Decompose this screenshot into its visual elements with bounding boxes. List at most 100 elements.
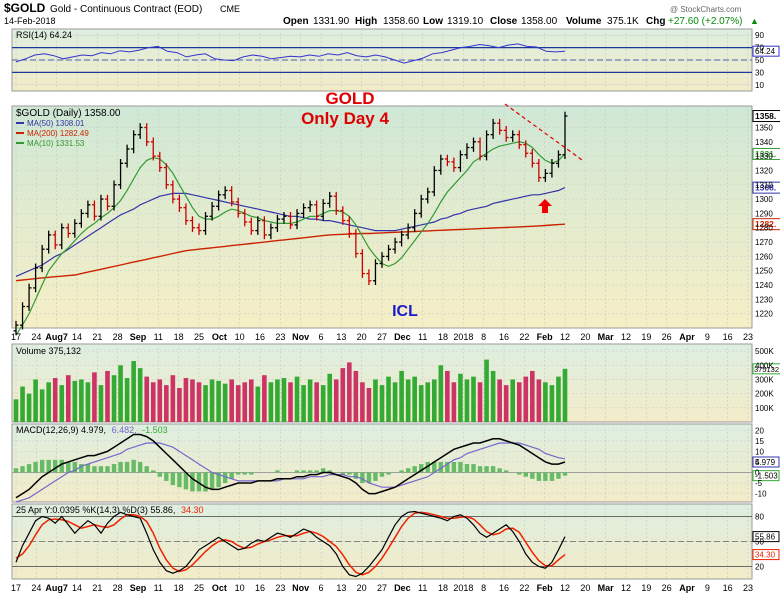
x-tick-label-bottom: Nov: [292, 583, 309, 593]
volume-bar: [242, 382, 248, 422]
x-tick-label-top: Nov: [292, 332, 309, 342]
rsi-tick-label: 50: [755, 56, 764, 65]
macd-panel: [11, 423, 753, 503]
x-tick-label-bottom: 10: [235, 583, 245, 593]
x-tick-label-bottom: 25: [194, 583, 204, 593]
macd-histogram-bar: [111, 464, 117, 473]
price-tick-label: 1270: [755, 238, 773, 247]
x-tick-label-bottom: Mar: [598, 583, 615, 593]
macd-histogram-bar: [33, 461, 38, 473]
x-tick-label-top: Oct: [212, 332, 227, 342]
macd-histogram-bar: [471, 464, 476, 473]
volume-bar: [484, 359, 489, 422]
x-tick-label-bottom: 12: [560, 583, 570, 593]
price-tick-label: 1300: [755, 195, 773, 204]
macd-histogram-bar: [79, 464, 84, 473]
volume-bar: [157, 379, 163, 422]
x-tick-label-bottom: 21: [92, 583, 102, 593]
macd-histogram-bar: [307, 470, 313, 473]
x-tick-label-bottom: 13: [336, 583, 346, 593]
x-tick-label-top: 6: [318, 332, 323, 342]
price-tick-label: 1280: [755, 224, 773, 233]
rsi-tick-label: 30: [755, 68, 764, 77]
price-tick-label: 1250: [755, 267, 773, 276]
macd-histogram-bar: [562, 472, 568, 476]
volume-layer: 375132: [13, 359, 780, 422]
volume-bar: [516, 382, 522, 422]
macd-histogram-bar: [164, 472, 169, 481]
x-tick-label-top: 23: [743, 332, 753, 342]
x-tick-label-bottom: 23: [743, 583, 753, 593]
volume-bar: [209, 379, 215, 422]
macd-histogram-bar: [360, 472, 365, 484]
volume-bar: [451, 382, 457, 422]
volume-bar: [144, 376, 150, 422]
close-label: Close: [490, 16, 518, 27]
x-tick-label-top: 24: [31, 332, 41, 342]
volume-bar: [333, 379, 339, 422]
macd-histogram-bar: [497, 468, 502, 473]
macd-histogram-bar: [177, 472, 182, 488]
macd-histogram-bar: [26, 464, 32, 473]
macd-histogram-bar: [445, 461, 450, 473]
volume-bar: [150, 382, 156, 422]
macd-histogram-bar: [490, 466, 496, 473]
macd-histogram-bar: [98, 466, 104, 473]
x-tick-label-bottom: 17: [11, 583, 21, 593]
macd-tick-label: 0: [755, 468, 760, 477]
volume-bar: [196, 382, 202, 422]
stochastic-k-last-box: [752, 531, 780, 543]
rsi-last-box: [752, 45, 780, 57]
x-tick-label-top: 18: [174, 332, 184, 342]
price-right-label: 1308.: [755, 183, 776, 193]
volume-bar: [340, 368, 346, 422]
macd-histogram-bar: [373, 472, 378, 481]
volume-label: Volume: [566, 16, 602, 27]
volume-bar: [464, 379, 470, 422]
rsi-last-label: 64.24: [755, 47, 776, 56]
macd-last-label: 4.979: [755, 458, 776, 467]
price-tick-label: 1350: [755, 123, 773, 132]
macd-histogram-bar: [536, 472, 542, 481]
volume-bar: [137, 368, 143, 422]
volume-tick-label: 100K: [755, 404, 774, 413]
macd-histogram-bar: [144, 466, 149, 473]
stochastic-layer: 55.86 34.30: [12, 510, 780, 578]
x-tick-label-top: 21: [92, 332, 102, 342]
x-tick-label-bottom: Oct: [212, 583, 227, 593]
macd-histogram-bar: [386, 472, 391, 475]
x-tick-label-top: 14: [72, 332, 82, 342]
x-tick-label-bottom: 18: [438, 583, 448, 593]
macd-histogram-bar: [503, 470, 509, 473]
volume-bar: [314, 382, 319, 422]
volume-bar: [458, 373, 463, 422]
axis-layer: 17 17 24 24 Aug7 Aug7 14 14 21 21 28 28 Sep Sep 11 11 18…: [11, 31, 774, 593]
macd-histogram-bar: [157, 472, 162, 477]
volume-bar: [530, 370, 535, 422]
x-tick-label-top: Feb: [537, 332, 554, 342]
chg-up-arrow-icon: ▲: [750, 16, 759, 26]
x-tick-label-top: 11: [418, 332, 427, 342]
volume-tick-label: 200K: [755, 390, 774, 399]
volume-bar: [85, 382, 91, 422]
x-tick-label-top: 19: [641, 332, 651, 342]
volume-bar: [497, 379, 502, 422]
x-tick-label-bottom: 16: [255, 583, 265, 593]
volume-bar: [556, 376, 561, 422]
stochastic-tick-label: 20: [755, 563, 764, 572]
stochastic-legend: 25 Apr Y:0.0395 %K(14,3) %D(3) 55.86, 34…: [16, 505, 203, 515]
macd-histogram-bar: [151, 470, 156, 473]
rsi-tick-label: 90: [755, 31, 764, 40]
description: Gold - Continuous Contract (EOD): [50, 4, 202, 15]
macd-legend-signal: 6.482,: [112, 425, 137, 435]
volume-bar: [170, 375, 176, 422]
x-tick-label-bottom: 27: [377, 583, 387, 593]
x-tick-label-bottom: 16: [723, 583, 733, 593]
volume-bar: [490, 370, 496, 422]
volume-bar: [105, 370, 110, 422]
x-tick-label-top: 10: [235, 332, 245, 342]
macd-histogram-bar: [242, 472, 247, 475]
symbol: $GOLD: [4, 1, 46, 15]
x-tick-label-top: 17: [11, 332, 21, 342]
